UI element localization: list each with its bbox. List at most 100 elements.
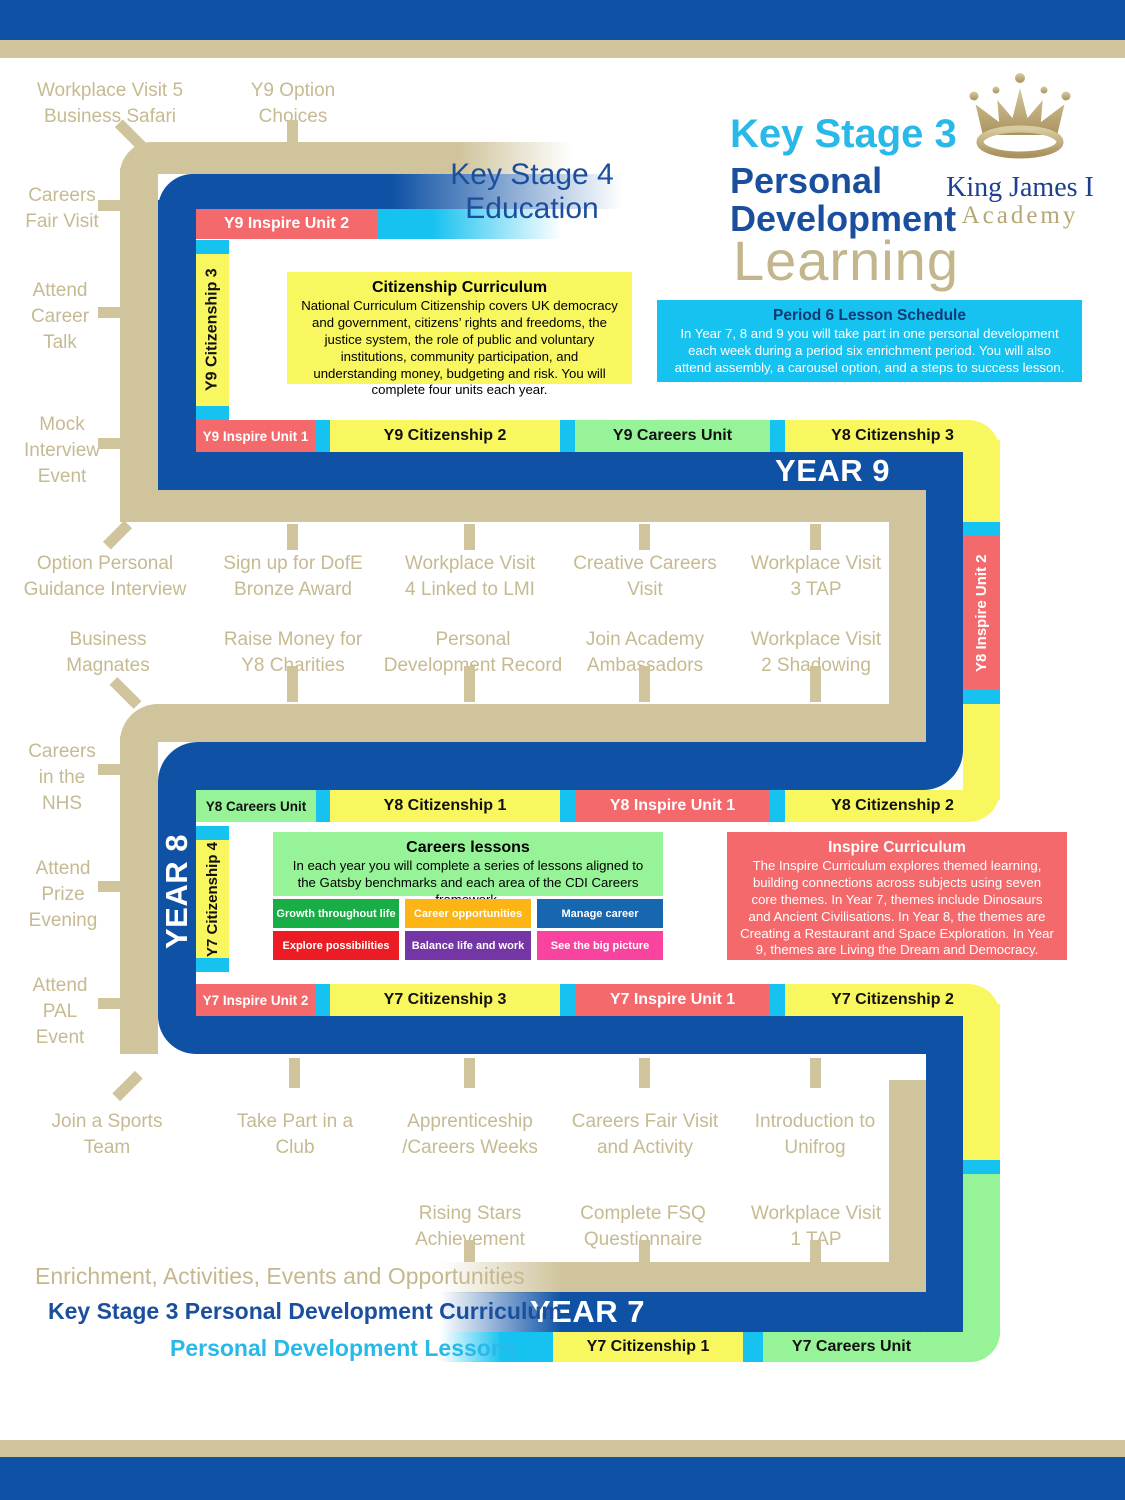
enrichment-label-rising-stars: Rising Stars Achievement <box>415 1203 525 1250</box>
legend-lessons: Personal Development Lessons <box>170 1335 518 1361</box>
enrichment-label-y9-option-choices: Y9 Option Choices <box>250 80 336 128</box>
unit-y8-citizenship-3: Y8 Citizenship 3 <box>785 420 1000 452</box>
academy-subname: Academy <box>961 202 1079 229</box>
crown-icon <box>969 73 1071 159</box>
year-8-label: YEAR 8 <box>159 834 194 950</box>
careers-lessons-box: Careers lessons In each year you will co… <box>273 832 663 907</box>
blue-road-left-lower <box>158 790 196 1016</box>
connector-tick <box>98 200 124 211</box>
connector-tick <box>810 524 821 550</box>
top-border-bar <box>0 0 1125 40</box>
connector-tick <box>112 1070 143 1102</box>
enrichment-label-business-magnates: Business Magnates <box>66 629 150 677</box>
unit-y9-inspire-2: Y9 Inspire Unit 2 <box>196 209 377 239</box>
connector-tick <box>289 1058 300 1088</box>
enrichment-label-unifrog: Introduction to Unifrog <box>754 1111 876 1159</box>
careers-chip-opportunities: Career opportunities <box>405 899 531 928</box>
blue-road-y7-band <box>158 1016 963 1054</box>
enrichment-label-careers-fair-activity: Careers Fair Visit and Activity <box>571 1111 719 1159</box>
blue-road-top-fade <box>392 174 622 209</box>
enrichment-label-raise-money: Raise Money for Y8 Charities <box>223 629 363 677</box>
unit-y7-inspire-1: Y7 Inspire Unit 1 <box>575 984 770 1016</box>
tan-road-bottom <box>560 1262 926 1293</box>
unit-separator <box>316 790 330 822</box>
enrichment-label-mock-interview: Mock Interview Event <box>23 414 101 488</box>
careers-chip-manage: Manage career <box>537 899 663 928</box>
unit-y8-citizenship-2: Y8 Citizenship 2 <box>785 790 1000 822</box>
enrichment-label-dofe-bronze: Sign up for DofE Bronze Award <box>223 553 363 601</box>
inspire-body: The Inspire Curriculum explores themed l… <box>740 858 1054 958</box>
blue-road-right-upper <box>926 452 963 742</box>
unit-separator <box>560 790 575 822</box>
enrichment-label-workplace-visit-3: Workplace Visit 3 TAP <box>750 553 882 601</box>
enrichment-label-careers-fair-visit: Careers Fair Visit <box>25 185 99 233</box>
personal-development-heading: Personal Development <box>730 160 957 239</box>
academy-logo: King James I Academy <box>940 70 1100 240</box>
unit-separator <box>770 790 785 822</box>
unit-separator <box>963 690 1000 704</box>
key-stage-3-heading: Key Stage 3 <box>730 112 957 156</box>
enrichment-label-workplace-visit-5: Workplace Visit 5 Business Safari <box>36 80 184 128</box>
connector-tick <box>639 524 650 550</box>
tan-road-left-y9 <box>120 168 158 522</box>
bottom-border-bar <box>0 1457 1125 1500</box>
unit-y7-inspire-2: Y7 Inspire Unit 2 <box>196 984 315 1016</box>
enrichment-label-option-guidance: Option Personal Guidance Interview <box>23 553 187 601</box>
unit-corner-piece <box>963 440 1000 522</box>
unit-separator <box>500 1332 553 1362</box>
enrichment-label-workplace-visit-2: Workplace Visit 2 Shadowing <box>750 629 882 677</box>
careers-body: In each year you will complete a series … <box>292 858 644 907</box>
unit-separator <box>196 826 229 840</box>
tan-road-y8-top <box>120 704 926 742</box>
connector-tick <box>287 524 298 550</box>
connector-tick <box>109 677 142 709</box>
blue-road-top <box>158 174 392 209</box>
connector-tick <box>98 764 124 775</box>
unit-y9-careers: Y9 Careers Unit <box>575 420 770 452</box>
unit-y9-citizenship-2: Y9 Citizenship 2 <box>330 420 560 452</box>
blue-road-left-y9 <box>158 200 196 490</box>
unit-y9-citizenship-3: Y9 Citizenship 3 <box>196 254 229 406</box>
unit-separator-fade <box>432 209 562 239</box>
connector-tick <box>98 438 124 449</box>
key-stage-4-heading: Key Stage 4 Education <box>450 158 614 225</box>
connector-tick <box>98 998 124 1009</box>
inspire-title: Inspire Curriculum <box>828 839 966 856</box>
unit-separator <box>315 420 330 452</box>
enrichment-label-prize-evening: Attend Prize Evening <box>28 858 98 932</box>
unit-y8-inspire-1: Y8 Inspire Unit 1 <box>575 790 770 822</box>
blue-road-year7-band <box>560 1292 963 1332</box>
unit-separator <box>963 522 1000 536</box>
connector-tick <box>98 307 124 318</box>
tan-road-top-fade <box>458 142 573 174</box>
enrichment-label-creative-careers: Creative Careers Visit <box>573 553 717 601</box>
tan-road-right-lower <box>889 1080 926 1293</box>
unit-y9-inspire-1: Y9 Inspire Unit 1 <box>196 420 315 452</box>
enrichment-label-apprenticeship: Apprenticeship /Careers Weeks <box>402 1111 538 1159</box>
connector-tick <box>287 120 298 148</box>
blue-road-year8-band <box>158 742 963 790</box>
unit-y7-citizenship-3: Y7 Citizenship 3 <box>330 984 560 1016</box>
connector-tick <box>810 1240 821 1262</box>
tan-road-y9-bottom <box>120 490 926 522</box>
legend-enrichment: Enrichment, Activities, Events and Oppor… <box>35 1263 525 1289</box>
connector-tick <box>464 1058 475 1088</box>
citizenship-body: National Curriculum Citizenship covers U… <box>301 298 618 398</box>
connector-tick <box>810 666 821 702</box>
careers-title: Careers lessons <box>406 839 530 856</box>
connector-tick <box>639 666 650 702</box>
unit-y7-citizenship-1: Y7 Citizenship 1 <box>553 1332 743 1362</box>
unit-separator <box>196 240 229 254</box>
tan-road-bottom-fade <box>440 1262 562 1293</box>
connector-tick <box>464 1240 475 1262</box>
connector-tick <box>464 524 475 550</box>
blue-road-year9-band <box>158 452 963 490</box>
citizenship-curriculum-box: Citizenship Curriculum National Curricul… <box>287 272 632 397</box>
enrichment-label-ambassadors: Join Academy Ambassadors <box>585 629 705 676</box>
enrichment-label-sports-team: Join a Sports Team <box>51 1111 163 1159</box>
unit-separator <box>315 984 330 1016</box>
unit-corner-piece <box>963 1004 1000 1160</box>
tan-road-left-lower <box>120 736 158 1054</box>
unit-y8-citizenship-1: Y8 Citizenship 1 <box>330 790 560 822</box>
enrichment-label-attend-career-talk: Attend Career Talk <box>30 280 90 354</box>
